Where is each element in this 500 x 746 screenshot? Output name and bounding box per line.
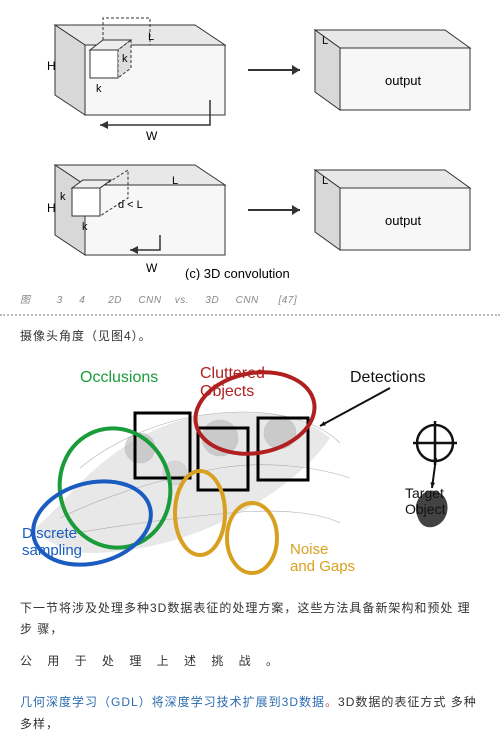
label-L3: L <box>172 175 178 187</box>
label-H2: H <box>47 201 56 215</box>
caption-c: (c) 3D convolution <box>185 266 290 280</box>
para-camera: 摄像头角度（见图4）。 <box>0 316 500 358</box>
svg-text:Target: Target <box>405 485 444 501</box>
block-bot-left: H k k d < L L W <box>47 165 225 275</box>
label-W2: W <box>146 261 158 275</box>
label-H1: H <box>47 59 56 73</box>
label-k1a: k <box>96 83 102 95</box>
figure-caption-row: 图 3 4 2D CNN vs. 3D CNN [47] <box>0 283 500 316</box>
arrow-top <box>248 65 300 75</box>
cap-m4: CNN <box>138 295 161 306</box>
label-L4: L <box>322 175 328 187</box>
svg-text:Object: Object <box>405 501 446 517</box>
cap-m6: CNN <box>236 295 259 306</box>
svg-text:sampling: sampling <box>22 542 82 559</box>
svg-text:Objects: Objects <box>200 383 254 400</box>
svg-text:Noise: Noise <box>290 541 328 558</box>
svg-text:Detections: Detections <box>350 369 426 386</box>
label-d: d < L <box>118 199 143 211</box>
cap-vs: vs. <box>175 295 189 306</box>
figure-pointcloud: Occlusions ClutteredObjects Detections Disc… <box>20 358 480 588</box>
svg-text:Occlusions: Occlusions <box>80 369 158 386</box>
gdl-dot: 。 <box>325 695 338 709</box>
label-k1b: k <box>122 53 128 65</box>
para-gdl: 几何深度学习（GDL）将深度学习技术扩展到3D数据。3D数据的表征方式 多种多样… <box>0 682 500 745</box>
block-top-left: H k k L W <box>47 18 225 143</box>
conv-svg: H k k L W output L H k k d < L L W <box>0 0 500 280</box>
arrow-bottom <box>248 205 300 215</box>
label-output1: output <box>385 73 422 88</box>
label-L2: L <box>322 35 328 47</box>
block-bot-right: output L <box>315 170 470 250</box>
cap-m5: 3D <box>205 295 219 306</box>
label-output2: output <box>385 213 422 228</box>
block-top-right: output L <box>315 30 470 110</box>
cap-m3: 2D <box>108 295 122 306</box>
svg-text:Discrete: Discrete <box>22 525 77 542</box>
gdl-head: 几何深度学习（GDL）将深度学习技术扩展到3D数据 <box>20 695 325 709</box>
svg-text:Cluttered: Cluttered <box>200 365 265 382</box>
cap-end: [47] <box>278 295 297 306</box>
para-next-b: 公 用 于 处 理 上 述 挑 战 。 <box>0 651 500 683</box>
label-k2a: k <box>60 191 66 203</box>
label-L1: L <box>148 31 154 43</box>
figure-3d-conv: H k k L W output L H k k d < L L W <box>0 0 500 283</box>
svg-text:and Gaps: and Gaps <box>290 558 355 575</box>
para-next-a: 下一节将涉及处理多种3D数据表征的处理方案，这些方法具备新架构和预处 理 步 骤… <box>0 588 500 651</box>
label-W1: W <box>146 129 158 143</box>
target-scope-icon <box>413 421 457 465</box>
cap-m1: 3 <box>57 295 63 306</box>
label-k2b: k <box>82 221 88 233</box>
cap-m2: 4 <box>79 295 85 306</box>
cap-pre: 图 <box>20 295 31 306</box>
